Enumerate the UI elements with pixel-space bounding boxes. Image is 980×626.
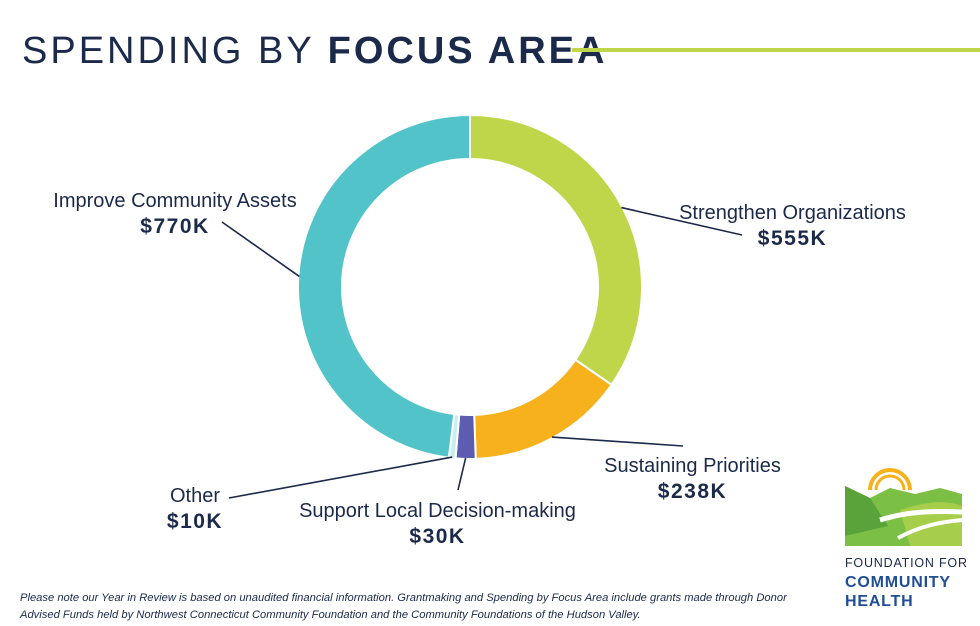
leader-line [551,436,684,447]
label-other: Other $10K [150,485,240,534]
page-title: SPENDING BY FOCUS AREA [22,30,607,73]
footnote: Please note our Year in Review is based … [20,592,787,621]
slice-name: Improve Community Assets [53,190,297,212]
slice-name: Strengthen Organizations [679,202,906,224]
foundation-logo [845,468,963,546]
slice-name: Sustaining Priorities [604,455,781,477]
slice-value: $770K [140,215,210,238]
slice-value: $30K [409,525,466,548]
label-support-local-decision-making: Support Local Decision-making $30K [285,500,590,549]
leader-line [457,457,467,491]
logo-line3: HEALTH [845,593,914,610]
slice-value: $238K [657,480,728,503]
slice-value: $10K [166,510,224,533]
label-sustaining-priorities: Sustaining Priorities $238K [585,455,800,504]
slice-strengthen-organizations [469,113,643,387]
title-light: SPENDING BY [22,30,328,72]
slice-name: Support Local Decision-making [299,500,576,522]
leader-line [621,206,743,236]
slice-sustaining-priorities [473,358,613,460]
title-bold: FOCUS AREA [327,30,608,72]
slice-value: $555K [757,227,828,250]
label-strengthen-organizations: Strengthen Organizations $555K [660,202,925,251]
slice-name: Other [169,485,221,507]
logo-line2: COMMUNITY [845,574,951,591]
logo-text-line2: COMMUNITY HEALTH [845,573,951,611]
logo-text-line1: FOUNDATION FOR [845,556,968,570]
label-improve-community-assets: Improve Community Assets $770K [40,190,310,239]
leader-line [228,456,453,499]
slice-improve-community-assets [296,113,471,459]
title-rule [572,48,980,52]
leader-line [221,221,300,278]
